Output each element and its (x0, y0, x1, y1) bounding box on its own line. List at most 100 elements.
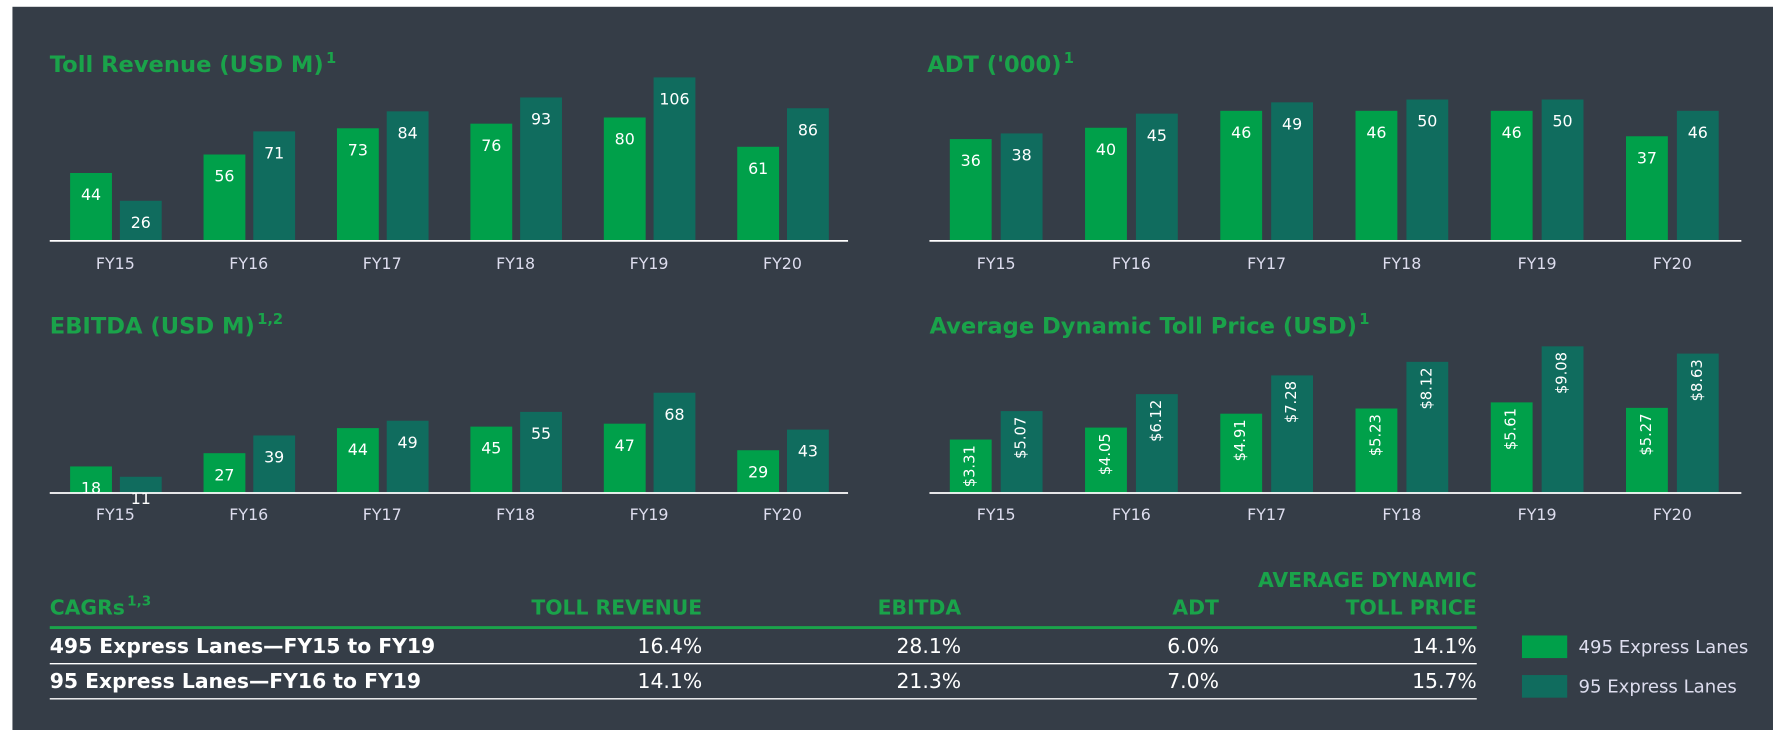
bar (1220, 110, 1263, 241)
table-cell: 7.0% (1167, 669, 1219, 693)
x-tick-label: FY19 (1518, 505, 1557, 524)
bar (70, 173, 112, 241)
data-label: 40 (1096, 140, 1116, 159)
bar (1406, 99, 1449, 241)
data-label: 38 (1012, 146, 1032, 165)
table-title: CAGRs (50, 595, 125, 619)
x-tick-label: FY17 (1247, 254, 1286, 273)
data-label: 45 (481, 439, 501, 458)
bar (1625, 136, 1668, 241)
bar (737, 450, 780, 493)
x-tick-label: FY15 (977, 505, 1016, 524)
data-label: 49 (1282, 114, 1302, 133)
column-header: TOLL REVENUE (531, 595, 702, 619)
x-tick-label: FY18 (1382, 505, 1421, 524)
legend-label: 495 Express Lanes (1579, 637, 1749, 658)
data-label: $8.12 (1418, 367, 1435, 409)
data-label: 84 (398, 123, 418, 142)
x-tick-label: FY15 (977, 254, 1016, 273)
data-label: 26 (131, 213, 151, 232)
data-label: 106 (659, 90, 689, 109)
bar (653, 392, 696, 493)
footnote-ref: 1,3 (127, 594, 151, 610)
table-cell: 6.0% (1167, 634, 1219, 658)
legend-swatch (1521, 675, 1568, 698)
x-tick-label: FY20 (763, 254, 802, 273)
data-label: $9.08 (1554, 352, 1571, 394)
data-label: 45 (1147, 126, 1167, 145)
x-tick-label: FY17 (363, 254, 402, 273)
bar (1541, 346, 1584, 493)
bar (603, 423, 646, 493)
data-label: 44 (81, 185, 101, 204)
data-label: 36 (961, 151, 981, 170)
bar (1676, 353, 1719, 493)
x-tick-label: FY18 (496, 505, 535, 524)
data-label: 56 (214, 167, 234, 186)
bar (1135, 113, 1178, 241)
table-cell: 14.1% (638, 669, 703, 693)
column-header: AVERAGE DYNAMIC (1258, 568, 1477, 592)
data-label: 43 (798, 442, 818, 461)
data-label: 47 (615, 436, 635, 455)
chart-title: Average Dynamic Toll Price (USD) (929, 313, 1356, 339)
panel (12, 6, 1773, 730)
x-tick-label: FY19 (630, 505, 669, 524)
bar (1085, 127, 1127, 241)
bar (119, 476, 162, 493)
bar (949, 139, 992, 241)
x-tick-label: FY17 (363, 505, 402, 524)
chart-title: Toll Revenue (USD M) (50, 52, 324, 78)
bar (1490, 110, 1533, 241)
data-label: 55 (531, 424, 551, 443)
data-label: 71 (264, 143, 284, 162)
bar (1271, 375, 1314, 493)
data-label: 50 (1552, 112, 1572, 131)
bar (786, 429, 829, 493)
data-label: $5.07 (1013, 417, 1030, 459)
data-label: $7.28 (1283, 381, 1300, 423)
x-tick-label: FY19 (630, 254, 669, 273)
bar (386, 420, 429, 493)
data-label: $5.23 (1367, 414, 1384, 456)
data-label: $4.91 (1232, 419, 1249, 461)
footnote-ref: 1,2 (257, 311, 283, 328)
bar (470, 123, 513, 241)
data-label: 61 (748, 159, 768, 178)
data-label: 44 (348, 440, 368, 459)
table-cell: 14.1% (1412, 634, 1477, 658)
table-cell: 16.4% (638, 634, 703, 658)
legend-label: 95 Express Lanes (1579, 676, 1737, 697)
data-label: 18 (81, 479, 101, 498)
bar (1135, 394, 1178, 493)
data-label: 11 (131, 489, 151, 508)
bar (336, 428, 379, 493)
column-header: TOLL PRICE (1346, 595, 1477, 619)
footnote-ref: 1 (326, 50, 336, 67)
data-label: $6.12 (1148, 400, 1165, 442)
data-label: 37 (1637, 148, 1657, 167)
bar (203, 154, 246, 241)
bar (1355, 110, 1398, 241)
bar (1355, 408, 1398, 493)
data-label: 39 (264, 448, 284, 467)
bar (1271, 102, 1314, 241)
footnote-ref: 1 (1064, 50, 1074, 67)
x-tick-label: FY19 (1518, 254, 1557, 273)
x-tick-label: FY16 (229, 505, 268, 524)
data-label: 49 (398, 433, 418, 452)
column-header: EBITDA (878, 595, 962, 619)
data-label: 46 (1231, 123, 1251, 142)
table-cell: 15.7% (1412, 669, 1477, 693)
x-tick-label: FY16 (1112, 254, 1151, 273)
bar (603, 117, 646, 241)
footnote-ref: 1 (1359, 311, 1369, 328)
bar (470, 426, 513, 493)
bar (1541, 99, 1584, 241)
bar (1490, 402, 1533, 493)
bar (1406, 361, 1449, 493)
data-label: 68 (664, 405, 684, 424)
bar (653, 77, 696, 241)
table-cell: 21.3% (896, 669, 961, 693)
